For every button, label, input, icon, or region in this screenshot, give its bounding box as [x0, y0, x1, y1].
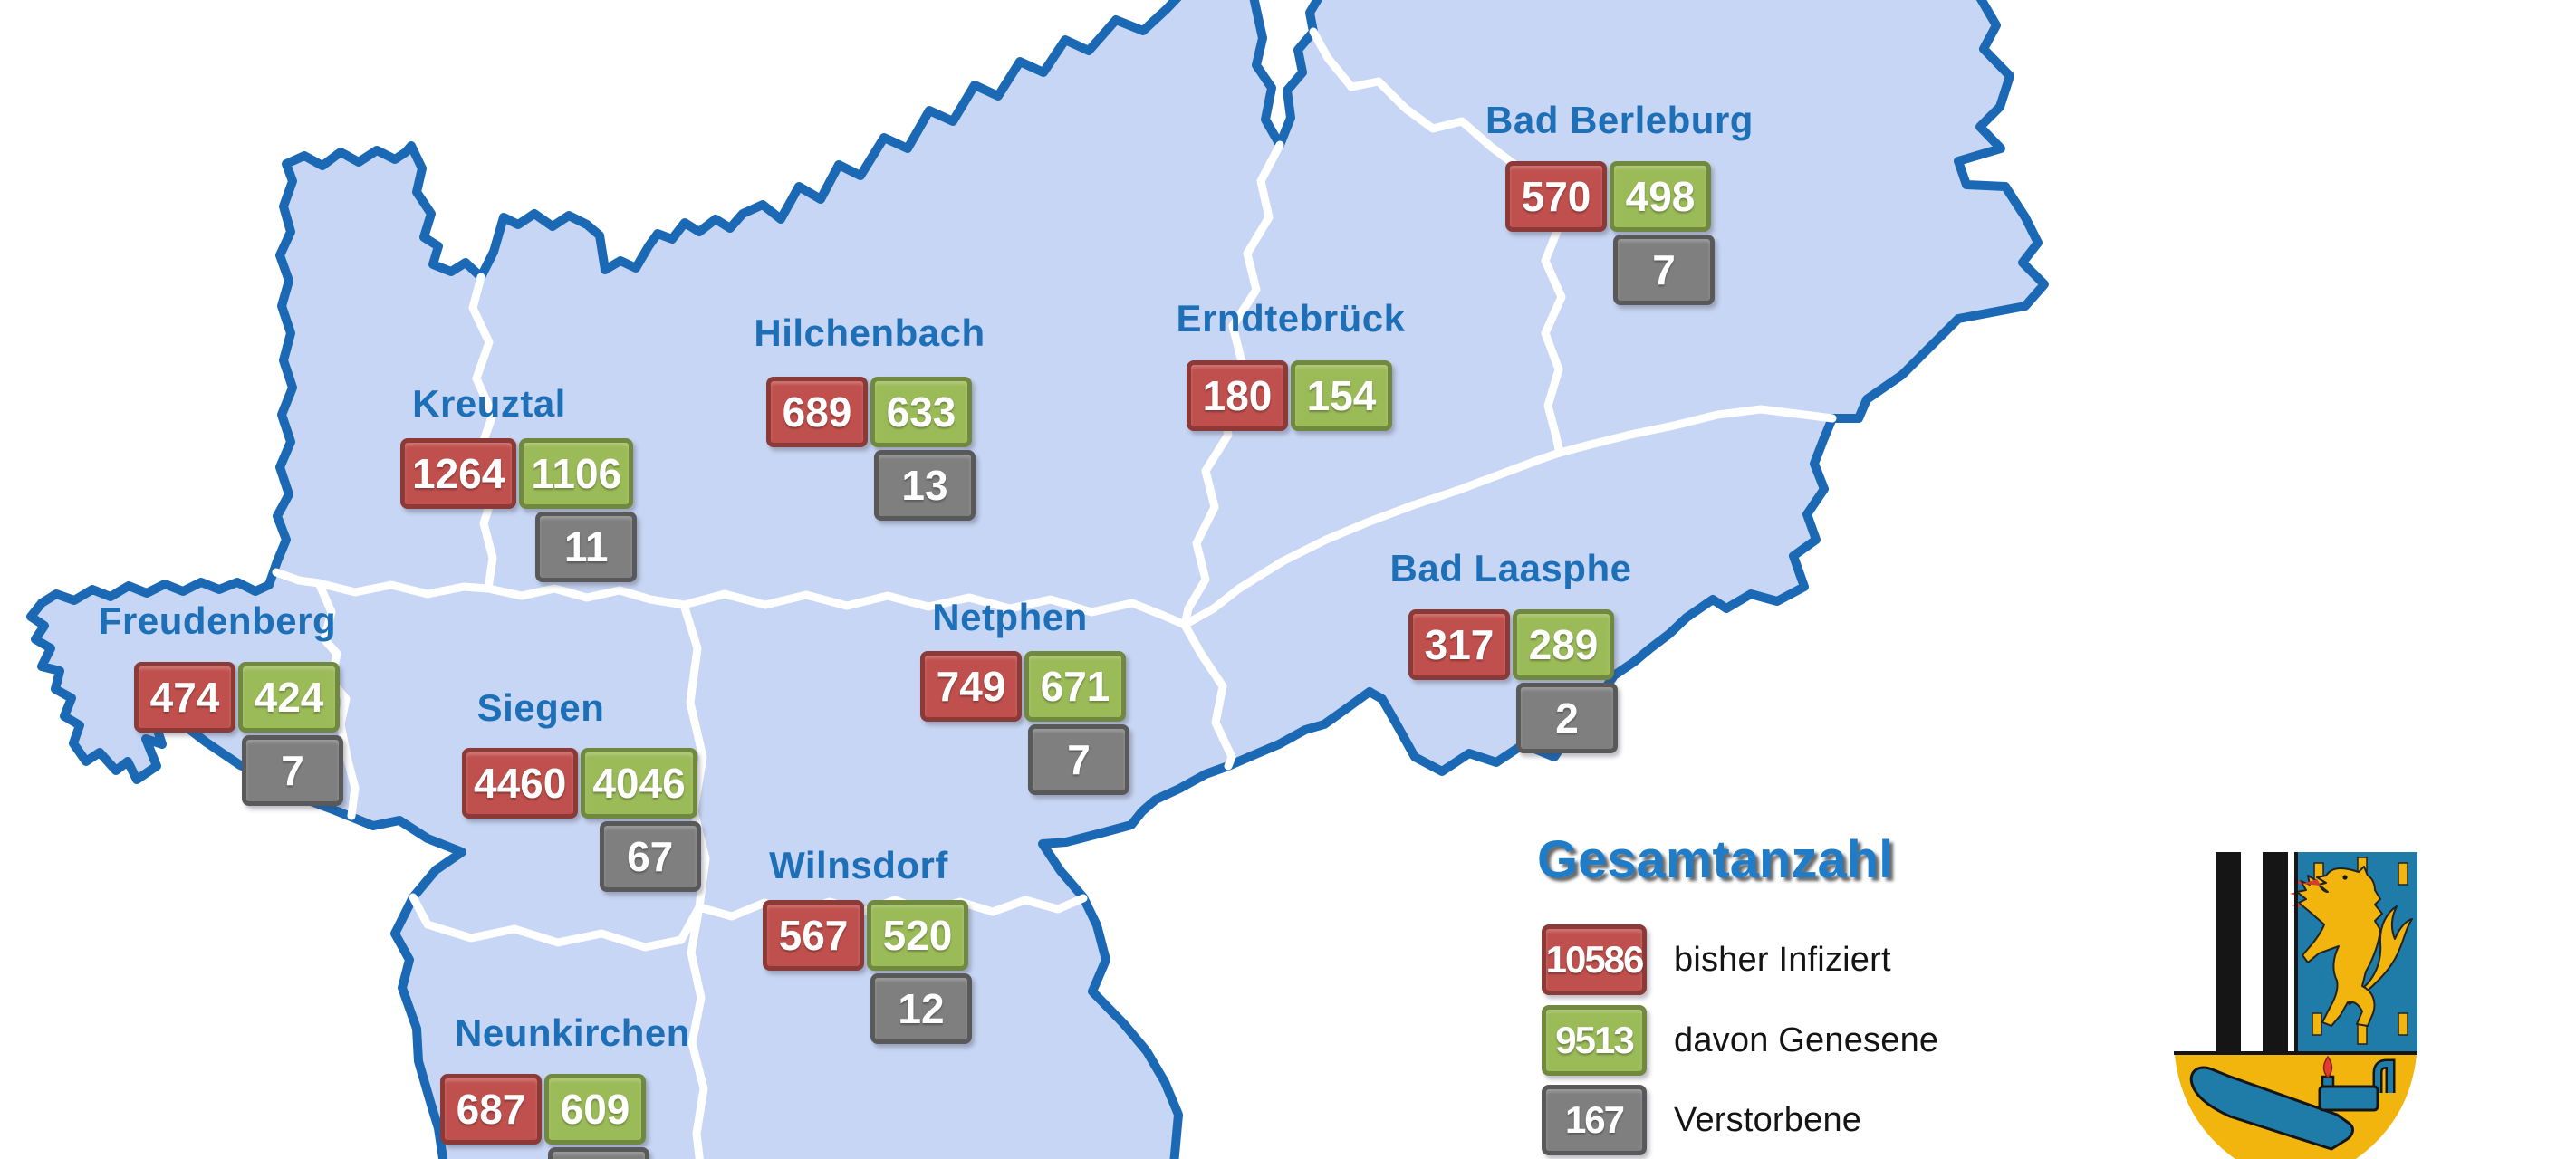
- legend-row: 9513 davon Genesene: [1542, 1004, 1938, 1077]
- infected-count-box: 317: [1408, 609, 1510, 680]
- infected-count-box: 1264: [400, 438, 517, 509]
- recovered-count-box: 4046: [581, 748, 697, 819]
- deceased-count-box: 2: [1516, 683, 1618, 753]
- municipality-label: Freudenberg: [98, 599, 337, 642]
- municipality-stat-boxes: 474 424 7: [134, 662, 343, 806]
- municipality-label: Hilchenbach: [754, 311, 985, 354]
- recovered-count-box: 498: [1610, 161, 1711, 232]
- municipality-label: Netphen: [932, 596, 1088, 638]
- recovered-count-box: 609: [544, 1074, 646, 1145]
- deceased-count-box: 13: [874, 450, 976, 521]
- municipality-stat-boxes: 180 154: [1187, 360, 1392, 431]
- recovered-count-box: 520: [867, 900, 968, 971]
- municipality-stat-boxes: 567 520 12: [763, 900, 972, 1044]
- legend-count-box: 9513: [1542, 1005, 1647, 1076]
- municipality-stat-boxes: 4460 4046 67: [462, 748, 701, 892]
- infected-count-box: 474: [134, 662, 235, 733]
- deceased-count-box: 7: [1028, 724, 1129, 795]
- legend-count-box: 10586: [1542, 924, 1647, 995]
- infected-count-box: 567: [763, 900, 864, 971]
- infected-count-box: 180: [1187, 360, 1288, 431]
- deceased-count-box: 67: [599, 821, 701, 892]
- legend-row-label: Verstorbene: [1674, 1100, 1862, 1139]
- legend-row-label: bisher Infiziert: [1674, 940, 1891, 979]
- deceased-count-box: 7: [242, 735, 343, 806]
- deceased-count-box: 11: [535, 512, 638, 582]
- municipality-label: Neunkirchen: [455, 1011, 690, 1054]
- recovered-count-box: 671: [1024, 651, 1126, 722]
- infected-count-box: 687: [440, 1074, 542, 1145]
- municipality-label: Kreuztal: [412, 382, 566, 425]
- municipality-label: Wilnsdorf: [769, 844, 948, 886]
- miners-lamp-icon: [2318, 1055, 2396, 1112]
- legend-row: 167 Verstorbene: [1542, 1084, 1861, 1156]
- infected-count-box: 689: [766, 377, 868, 447]
- coat-of-arms-siegen-wittgenstein-icon: [2174, 852, 2417, 1159]
- infected-count-box: 570: [1505, 161, 1607, 232]
- municipality-stat-boxes: 317 289 2: [1408, 609, 1618, 753]
- municipality-stat-boxes: 689 633 13: [766, 377, 976, 521]
- deceased-count-box: 12: [870, 973, 972, 1044]
- infected-count-box: 4460: [462, 748, 579, 819]
- municipality-label: Erndtebrück: [1176, 297, 1406, 340]
- municipality-stat-boxes: 1264 1106 11: [400, 438, 638, 582]
- legend-count-box: 167: [1542, 1085, 1647, 1155]
- haubergs-knife-icon: [2189, 1066, 2354, 1151]
- deceased-count-box: 7: [1613, 235, 1715, 305]
- municipality-stat-boxes: 687 609: [440, 1074, 649, 1159]
- legend-row-label: davon Genesene: [1674, 1020, 1939, 1059]
- municipal-boundaries: [272, 27, 1837, 1159]
- legend-row: 10586 bisher Infiziert: [1542, 924, 1891, 996]
- recovered-count-box: 289: [1513, 609, 1614, 680]
- municipality-label: Siegen: [476, 686, 605, 729]
- municipality-stat-boxes: 749 671 7: [920, 651, 1129, 795]
- municipality-stat-boxes: 570 498 7: [1505, 161, 1715, 305]
- municipality-label: Bad Berleburg: [1485, 99, 1754, 141]
- recovered-count-box: 1106: [519, 438, 634, 509]
- district-shape: [26, 0, 2049, 1159]
- legend-title: Gesamtanzahl: [1537, 830, 1894, 889]
- recovered-count-box: 633: [870, 377, 972, 447]
- deceased-count-box: [548, 1147, 649, 1159]
- recovered-count-box: 424: [238, 662, 340, 733]
- infected-count-box: 749: [920, 651, 1022, 722]
- recovered-count-box: 154: [1291, 360, 1392, 431]
- municipality-label: Bad Laasphe: [1389, 547, 1632, 589]
